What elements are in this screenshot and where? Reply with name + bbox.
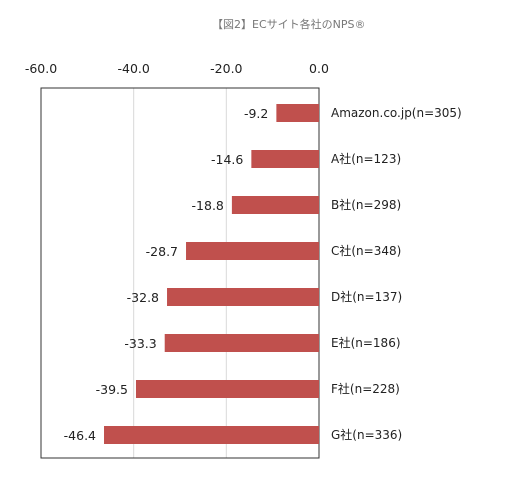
- bars: [104, 104, 319, 444]
- value-label: -14.6: [211, 152, 243, 167]
- value-label: -28.7: [146, 244, 178, 259]
- category-label: B社(n=298): [331, 197, 401, 212]
- category-label: D社(n=137): [331, 289, 402, 304]
- x-tick-label: -40.0: [117, 61, 149, 76]
- x-tick-label: 0.0: [309, 61, 329, 76]
- bar: [276, 104, 319, 122]
- plot-border: [40, 87, 320, 459]
- chart-title: 【図2】ECサイト各社のNPS®: [212, 18, 366, 31]
- bar: [186, 242, 319, 260]
- gridlines: [133, 88, 227, 458]
- x-axis-ticks: -60.0 -40.0 -20.0 0.0: [25, 61, 329, 76]
- category-labels: Amazon.co.jp(n=305) A社(n=123) B社(n=298) C社(…: [331, 106, 462, 442]
- category-label: C社(n=348): [331, 243, 401, 258]
- x-tick-label: -60.0: [25, 61, 57, 76]
- value-label: -9.2: [244, 106, 268, 121]
- x-tick-label: -20.0: [210, 61, 242, 76]
- plot-frame: [40, 87, 320, 459]
- value-labels: -9.2 -14.6 -18.8 -28.7 -32.8 -33.3 -39.5 -46.4: [64, 106, 269, 443]
- value-label: -18.8: [192, 198, 224, 213]
- value-label: -32.8: [127, 290, 159, 305]
- category-label: G社(n=336): [331, 427, 402, 442]
- category-label: E社(n=186): [331, 335, 401, 350]
- bar: [104, 426, 319, 444]
- value-label: -46.4: [64, 428, 96, 443]
- category-label: F社(n=228): [331, 381, 400, 396]
- category-label: A社(n=123): [331, 151, 401, 166]
- value-label: -39.5: [96, 382, 128, 397]
- bar: [231, 196, 319, 214]
- bar: [135, 380, 319, 398]
- bar: [167, 288, 319, 306]
- bar: [164, 334, 319, 352]
- bar: [251, 150, 319, 168]
- value-label: -33.3: [124, 336, 156, 351]
- category-label: Amazon.co.jp(n=305): [331, 106, 462, 120]
